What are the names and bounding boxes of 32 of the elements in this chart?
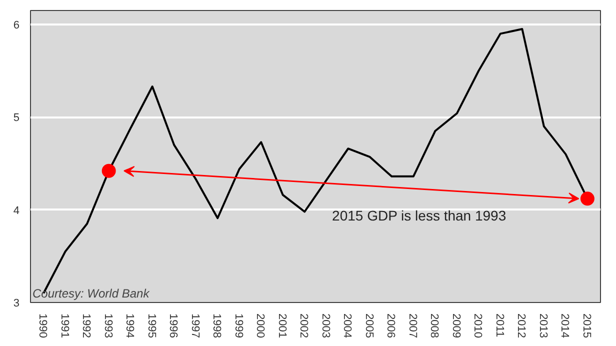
x-tick-label: 2002 [298,314,310,338]
y-tick-label: 5 [13,112,20,124]
y-tick-label: 6 [13,19,20,32]
annotation: 2015 GDP is less than 1993 [332,208,506,224]
x-tick-label: 2010 [472,314,484,338]
x-tick-label: 2006 [384,314,397,338]
x-tick-label: 2009 [450,314,462,338]
x-tick-label: 2015 [580,314,592,338]
x-tick-label: 2014 [558,314,571,338]
x-tick-label: 2005 [362,314,375,338]
y-tick-label: 4 [13,204,20,217]
x-tick-label: 1991 [58,314,70,338]
x-tick-label: 2008 [428,314,440,338]
x-tick-label: 1997 [188,314,201,338]
x-tick-label: 2013 [536,314,549,338]
x-tick-label: 2012 [515,314,528,338]
x-tick-label: 2001 [276,314,288,338]
x-tick-label: 2003 [319,314,332,338]
x-tick-label: 2007 [406,314,418,338]
x-tick-label: 1998 [210,314,223,338]
x-tick-label: 1995 [145,314,158,338]
x-tick-label: 1996 [167,314,180,338]
x-tick-label: 1994 [124,314,136,338]
x-tick-label: 2000 [254,314,266,338]
x-tick-label: 1990 [36,314,49,338]
x-tick-label: 1992 [80,314,92,338]
y-tick-label: 3 [13,298,20,310]
x-tick-label: 1999 [232,314,244,338]
x-tick-label: 2004 [341,314,354,338]
x-tick-label: 1993 [102,314,114,338]
x-tick-label: 2011 [493,314,506,338]
annotation: Courtesy: World Bank [32,286,150,300]
